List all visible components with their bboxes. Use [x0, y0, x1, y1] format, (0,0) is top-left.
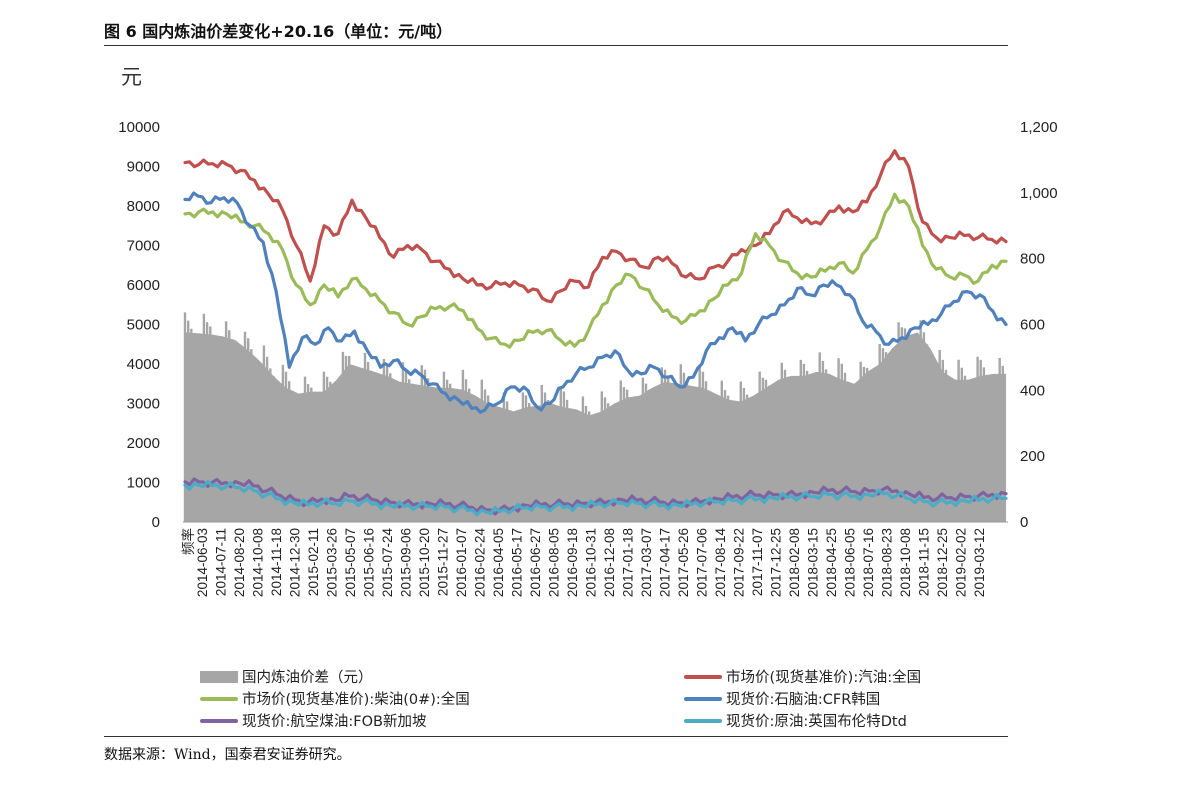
legend-swatch: [684, 696, 722, 701]
x-tick-label: 2018-10-08: [898, 528, 913, 597]
y-left-tick-label: 2000: [127, 435, 160, 452]
x-tick-label: 2017-04-17: [658, 528, 673, 597]
series-line-4: [183, 477, 1008, 516]
x-tick-label: 2017-12-25: [769, 528, 784, 597]
x-tick-label: 2015-09-06: [399, 528, 414, 597]
y-left-tick-label: 10000: [118, 119, 160, 136]
legend-swatch: [200, 696, 238, 701]
legend-item: 现货价:原油:英国布伦特Dtd: [684, 710, 907, 731]
figure-title: 图 6 国内炼油价差变化+20.16（单位：元/吨）: [104, 22, 453, 41]
x-tick-label: 2015-06-16: [362, 528, 377, 597]
y-left-tick-label: 8000: [127, 198, 160, 215]
y-right-tick-label: 600: [1020, 317, 1045, 334]
legend-label: 市场价(现货基准价):柴油(0#):全国: [242, 692, 470, 708]
y-left-tick-label: 5000: [127, 317, 160, 334]
y-right-tick-label: 1,200: [1020, 119, 1058, 136]
x-tick-label: 2016-10-31: [584, 528, 599, 597]
series-line-5: [183, 479, 1008, 517]
x-tick-label: 2015-05-07: [343, 528, 358, 597]
source-note: 数据来源：Wind，国泰君安证券研究。: [104, 747, 351, 763]
x-tick-label: 频率: [180, 528, 196, 555]
legend-swatch: [200, 670, 238, 683]
x-tick-label: 2016-05-17: [510, 528, 525, 597]
x-tick-label: 2018-04-25: [824, 528, 839, 597]
legend-item: 现货价:石脑油:CFR韩国: [684, 688, 880, 709]
y-left-tick-label: 1000: [127, 475, 160, 492]
x-tick-label: 2014-10-08: [251, 528, 266, 597]
y-left-axis: 0 1000 2000 3000 4000 5000 6000 7000 8000 9000 100…: [118, 119, 160, 531]
x-tick-label: 2016-08-05: [547, 528, 562, 597]
y-left-unit: 元: [121, 65, 142, 89]
legend-label: 现货价:航空煤油:FOB新加坡: [242, 714, 427, 730]
x-tick-label: 2018-11-15: [917, 528, 932, 596]
x-tick-label: 2015-03-26: [325, 528, 340, 597]
series-line-2: [183, 192, 1008, 349]
y-right-tick-label: 400: [1020, 382, 1045, 399]
x-tick-label: 2017-01-18: [621, 528, 636, 597]
x-tick-label: 2017-05-26: [676, 528, 691, 597]
y-left-tick-label: 4000: [127, 356, 160, 373]
series-line-3: [183, 191, 1008, 414]
y-right-tick-label: 0: [1020, 514, 1028, 531]
x-tick-label: 2014-12-30: [288, 528, 303, 597]
top-rule: [104, 45, 1008, 46]
x-tick-label: 2015-10-20: [417, 528, 432, 597]
bottom-rule: [104, 736, 1008, 737]
x-tick-label: 2015-02-11: [306, 528, 321, 596]
x-axis: 频率 2014-06-03 2014-07-11 2014-08-20 2014-10-…: [180, 528, 987, 598]
x-tick-label: 2015-11-27: [436, 528, 451, 596]
x-tick-label: 2016-09-18: [565, 528, 580, 597]
x-tick-label: 2014-06-03: [195, 528, 210, 597]
x-tick-label: 2019-02-02: [954, 528, 969, 597]
x-tick-label: 2018-08-23: [880, 528, 895, 597]
legend-label: 现货价:石脑油:CFR韩国: [726, 692, 881, 708]
x-tick-label: 2016-01-07: [454, 528, 469, 597]
y-left-tick-label: 0: [152, 514, 160, 531]
x-tick-label: 2018-03-15: [806, 528, 821, 597]
legend-swatch: [684, 674, 722, 679]
legend-swatch: [684, 718, 722, 723]
x-tick-label: 2018-12-25: [935, 528, 950, 597]
y-left-tick-label: 3000: [127, 396, 160, 413]
legend-label: 市场价(现货基准价):汽油:全国: [726, 670, 922, 686]
series-layer: [183, 149, 1008, 522]
y-left-tick-label: 7000: [127, 238, 160, 255]
x-tick-label: 2017-07-06: [695, 528, 710, 597]
x-tick-label: 2017-11-07: [750, 528, 765, 596]
legend-item: 市场价(现货基准价):汽油:全国: [684, 666, 921, 687]
series-line-1: [183, 149, 1008, 304]
legend: 国内炼油价差（元） 市场价(现货基准价):汽油:全国市场价(现货基准价):柴油(0…: [200, 666, 1000, 732]
x-tick-label: 2016-12-08: [602, 528, 617, 597]
legend-item: 国内炼油价差（元）: [200, 666, 373, 687]
y-right-tick-label: 800: [1020, 251, 1045, 268]
x-tick-label: 2019-03-12: [972, 528, 987, 597]
y-left-tick-label: 9000: [127, 159, 160, 176]
x-tick-label: 2017-09-22: [732, 528, 747, 597]
x-tick-label: 2016-04-05: [491, 528, 506, 597]
x-tick-label: 2018-02-08: [787, 528, 802, 597]
legend-item: 现货价:航空煤油:FOB新加坡: [200, 710, 426, 731]
legend-label: 国内炼油价差（元）: [242, 670, 373, 686]
x-tick-label: 2015-07-24: [380, 528, 395, 598]
x-tick-label: 2014-08-20: [232, 528, 247, 597]
x-tick-label: 2014-11-18: [269, 528, 284, 596]
x-tick-label: 2017-08-14: [713, 528, 728, 598]
x-tick-label: 2018-06-05: [843, 528, 858, 597]
y-right-tick-label: 200: [1020, 448, 1045, 465]
y-left-tick-label: 6000: [127, 277, 160, 294]
x-tick-label: 2017-03-07: [639, 528, 654, 597]
x-tick-label: 2014-07-11: [214, 528, 229, 596]
y-right-tick-label: 1,000: [1020, 185, 1058, 202]
legend-swatch: [200, 718, 238, 723]
x-tick-label: 2016-02-24: [473, 528, 488, 598]
legend-label: 现货价:原油:英国布伦特Dtd: [726, 714, 907, 730]
x-tick-label: 2016-06-27: [528, 528, 543, 597]
legend-item: 市场价(现货基准价):柴油(0#):全国: [200, 688, 470, 709]
x-tick-label: 2018-07-16: [861, 528, 876, 597]
y-right-axis: 0 200 400 600 800 1,000 1,200: [1020, 119, 1058, 531]
